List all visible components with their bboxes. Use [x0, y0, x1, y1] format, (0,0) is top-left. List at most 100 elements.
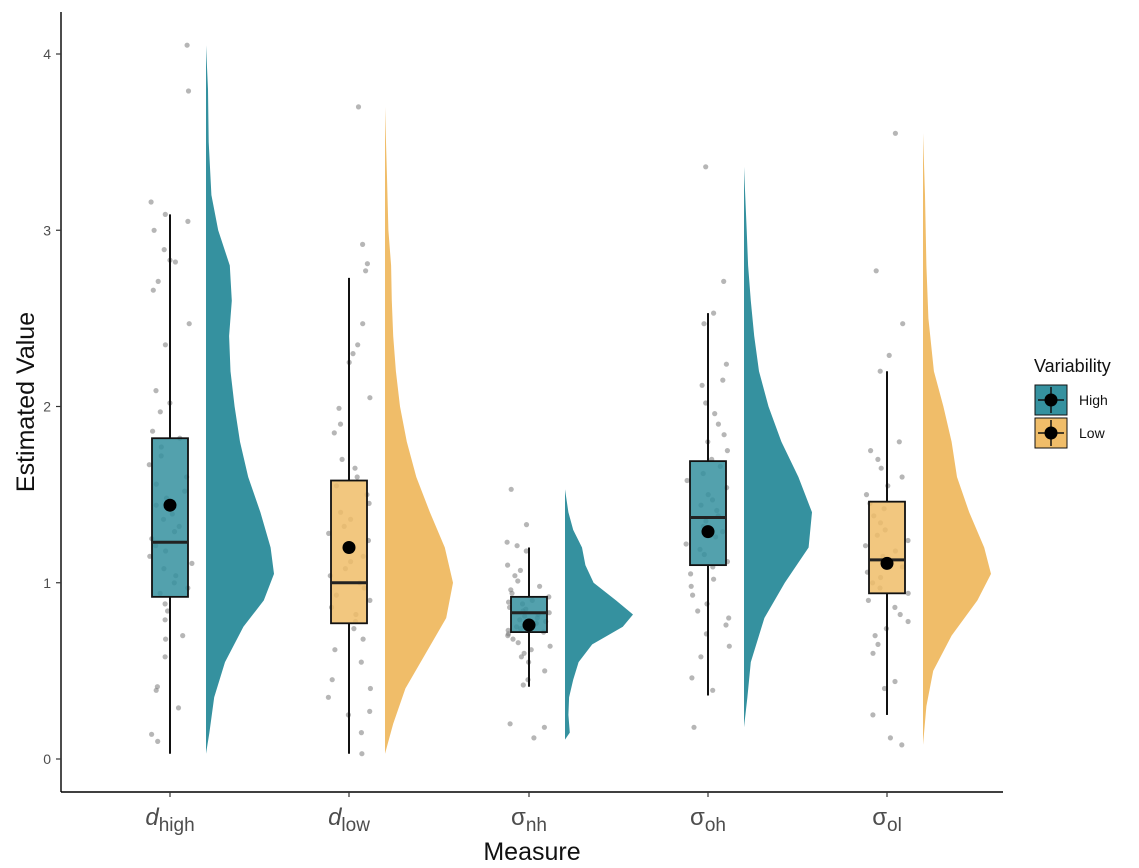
data-point [163, 636, 169, 642]
data-point [688, 583, 694, 589]
data-point [691, 724, 697, 730]
data-point [153, 687, 159, 693]
data-point [337, 421, 344, 427]
density-high [206, 45, 274, 754]
data-point [899, 742, 905, 748]
mean-point [522, 618, 536, 632]
data-point [153, 388, 159, 394]
x-tick-label-subscript: high [159, 815, 195, 836]
x-tick-label: σol [872, 804, 902, 836]
data-point [504, 539, 510, 545]
data-point [899, 474, 905, 480]
data-point [162, 654, 168, 660]
data-point [712, 411, 718, 417]
data-point [364, 261, 370, 267]
plot-panel [146, 42, 991, 757]
data-point [146, 462, 152, 468]
data-point [723, 361, 730, 367]
data-point [892, 678, 898, 685]
mean-point [342, 541, 356, 554]
density-oh [744, 166, 812, 728]
data-point [703, 164, 709, 170]
x-tick-label-symbol: d [145, 804, 159, 831]
legend-key-mean [1044, 393, 1058, 407]
x-tick-label-symbol: σ [511, 804, 526, 831]
data-point [886, 352, 892, 358]
legend-keys: High Low [1034, 384, 1108, 449]
data-point [507, 721, 513, 727]
data-point [905, 537, 911, 544]
data-point [905, 618, 911, 625]
data-point [881, 685, 888, 692]
x-tick-label: σnh [511, 804, 547, 836]
data-point [161, 247, 167, 253]
data-point [360, 241, 366, 247]
data-point [350, 351, 356, 357]
data-point [509, 590, 515, 596]
box-iqr [689, 460, 727, 567]
x-tick-label-symbol: σ [690, 804, 705, 831]
data-point [162, 617, 168, 623]
data-point [541, 724, 548, 730]
data-point [905, 590, 911, 596]
data-point [351, 626, 357, 632]
x-tick-label-subscript: low [341, 815, 370, 836]
y-tick-label: 2 [43, 399, 51, 415]
data-point [699, 382, 705, 388]
data-point [887, 735, 894, 741]
data-point [172, 259, 178, 265]
data-point [506, 599, 512, 605]
data-point [155, 738, 161, 745]
data-point [329, 677, 335, 683]
data-point [872, 633, 878, 639]
data-point [157, 409, 163, 415]
data-point [510, 636, 516, 642]
data-point [148, 199, 154, 205]
data-point [870, 650, 876, 656]
legend: Variability High Low [1034, 356, 1111, 449]
data-point [875, 641, 881, 648]
data-point [715, 421, 722, 427]
data-point [162, 601, 168, 607]
x-tick-label-subscript: oh [705, 815, 726, 836]
data-point [720, 377, 726, 383]
category-σ-nh [504, 486, 633, 741]
data-point [162, 211, 168, 217]
data-point [878, 465, 884, 471]
category-σ-ol [862, 130, 991, 748]
data-point [326, 530, 332, 537]
data-point [514, 543, 520, 549]
data-point [360, 636, 366, 642]
data-point [724, 448, 731, 454]
density-nh [565, 489, 633, 740]
data-point [336, 405, 342, 411]
x-tick-label-symbol: σ [872, 804, 887, 831]
data-point [515, 578, 521, 584]
y-tick-label: 3 [43, 222, 51, 238]
mean-point [701, 525, 715, 539]
data-point [688, 571, 694, 577]
data-point [186, 321, 192, 327]
data-point [184, 42, 190, 48]
data-point [684, 477, 690, 484]
data-point [180, 633, 186, 639]
data-point [542, 668, 548, 674]
data-point [367, 597, 373, 604]
data-point [339, 456, 345, 462]
data-point [683, 541, 689, 547]
data-point [331, 430, 337, 436]
x-axis-ticks: dhigh dlow σnh σoh σol [145, 792, 902, 836]
data-point [185, 218, 191, 224]
data-point [721, 432, 727, 438]
box-iqr [151, 437, 189, 598]
y-axis-title: Estimated Value [12, 312, 40, 492]
data-point [505, 562, 511, 568]
density-ol [923, 133, 991, 745]
data-point [359, 751, 365, 757]
data-point [165, 608, 171, 614]
data-point [189, 560, 195, 567]
data-point [505, 633, 511, 639]
data-point [332, 647, 338, 653]
data-point [367, 395, 373, 401]
data-point [175, 705, 182, 711]
